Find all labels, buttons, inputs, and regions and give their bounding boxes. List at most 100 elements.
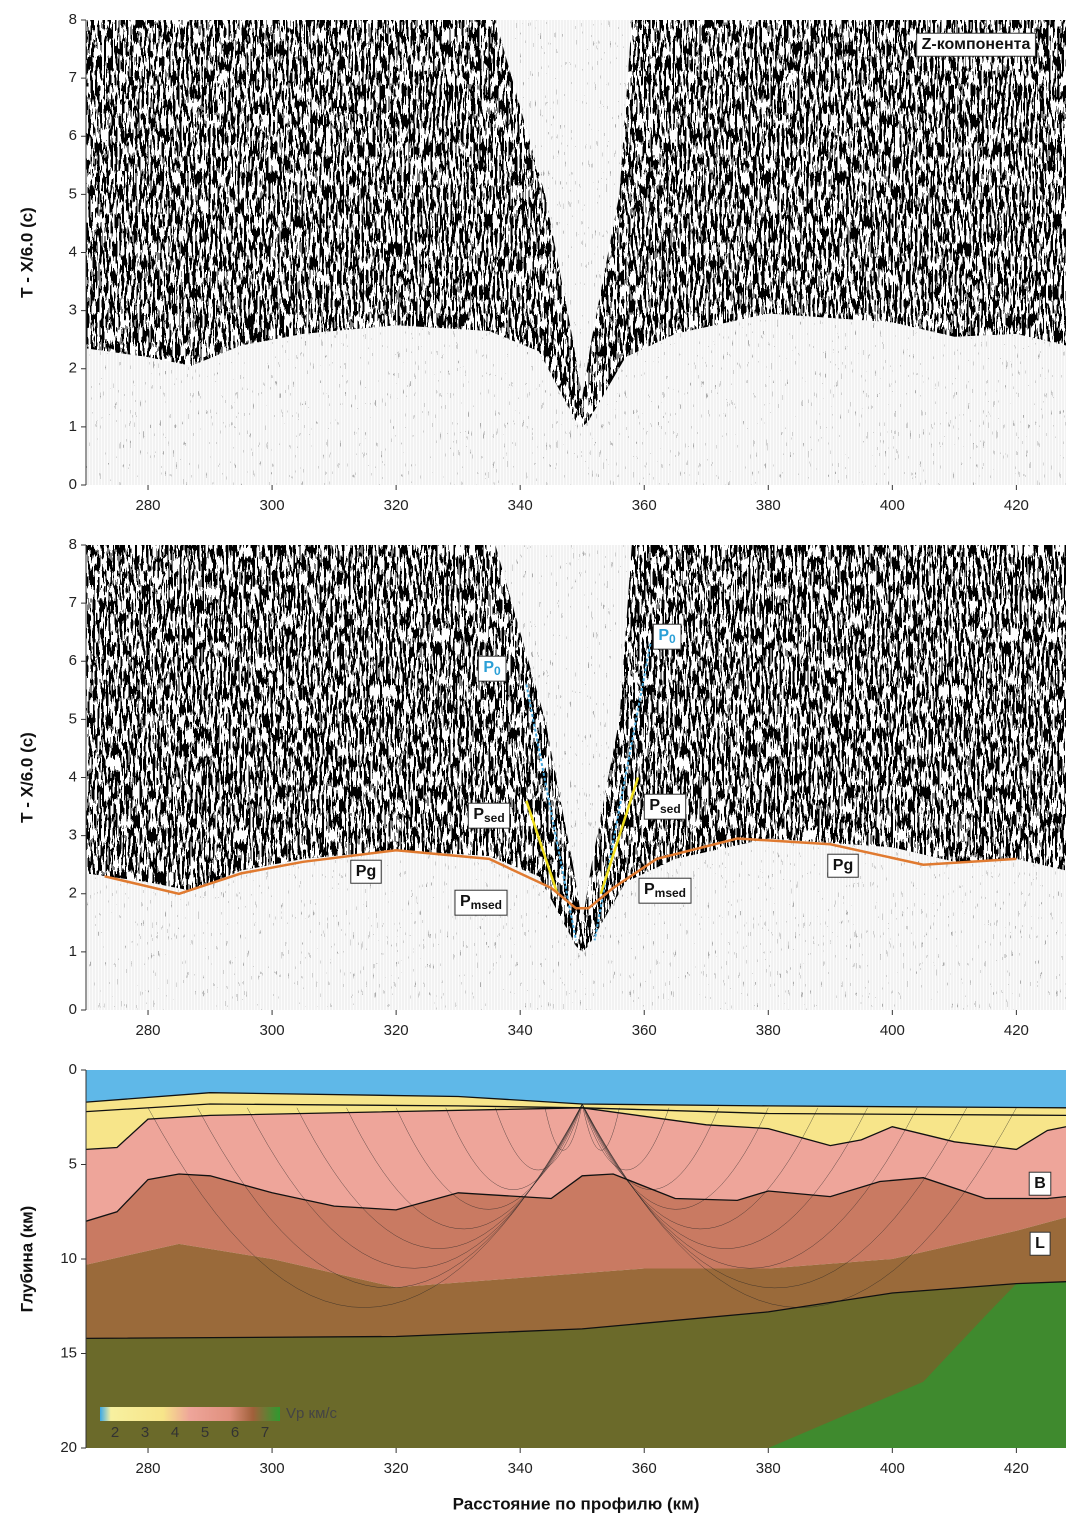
annotation-subscript: msed xyxy=(655,886,686,900)
annotation: Pg xyxy=(833,857,853,874)
annotation-box xyxy=(916,32,1036,57)
ray xyxy=(581,1103,819,1230)
y-tick-label: 7 xyxy=(69,69,77,86)
y-tick-label: 5 xyxy=(69,710,77,727)
annotation: Pmsed xyxy=(644,881,686,900)
ray xyxy=(147,1103,583,1308)
x-tick-label: 280 xyxy=(136,497,161,514)
annotation: Z-компонента xyxy=(922,36,1031,53)
psed-pick xyxy=(599,777,640,895)
annotation-box xyxy=(350,859,382,884)
annotation-box xyxy=(477,655,507,682)
annotation-text: Pg xyxy=(833,857,853,874)
x-tick-label: 300 xyxy=(260,497,285,514)
annotation-box xyxy=(827,853,859,878)
x-tick-label: 340 xyxy=(508,1022,533,1039)
p0-pick xyxy=(525,684,577,941)
y-tick-label: 1 xyxy=(69,943,77,960)
boundary xyxy=(86,1281,1066,1340)
x-tick-label: 360 xyxy=(632,497,657,514)
psed-pick xyxy=(525,800,559,895)
annotation-text: P xyxy=(649,797,660,814)
colorbar-tick-label: 4 xyxy=(171,1424,179,1441)
annotation-text: P xyxy=(460,893,471,910)
annotation: L xyxy=(1035,1235,1045,1252)
pg-pick xyxy=(104,837,1017,910)
y-tick-label: 6 xyxy=(69,652,77,669)
x-tick-label: 400 xyxy=(880,497,905,514)
annotation-box xyxy=(467,802,511,829)
plot-area xyxy=(86,545,1066,1010)
y-axis-label: T - X/6.0 (с) xyxy=(17,732,36,823)
colorbar-tick-label: 2 xyxy=(111,1424,119,1441)
layer xyxy=(86,1281,1066,1448)
layer xyxy=(768,1281,1066,1448)
colorbar-tick-label: 5 xyxy=(201,1424,209,1441)
y-tick-label: 20 xyxy=(60,1439,77,1456)
x-tick-label: 420 xyxy=(1004,497,1029,514)
y-tick-label: 7 xyxy=(69,594,77,611)
boundary xyxy=(86,1173,1066,1222)
y-tick-label: 8 xyxy=(69,11,77,28)
x-tick-label: 360 xyxy=(632,1460,657,1477)
x-tick-label: 400 xyxy=(880,1460,905,1477)
annotation: B xyxy=(1034,1175,1046,1192)
colorbar-tick-label: 3 xyxy=(141,1424,149,1441)
x-tick-label: 320 xyxy=(384,1022,409,1039)
y-tick-label: 3 xyxy=(69,827,77,844)
x-tick-label: 360 xyxy=(632,1022,657,1039)
y-tick-label: 5 xyxy=(69,1155,77,1172)
annotation-box xyxy=(1029,1231,1051,1256)
layer xyxy=(86,1070,1066,1108)
ray xyxy=(395,1103,583,1210)
x-tick-label: 300 xyxy=(260,1022,285,1039)
ray xyxy=(581,1103,769,1210)
annotation-text: B xyxy=(1034,1175,1046,1192)
x-tick-label: 280 xyxy=(136,1460,161,1477)
y-tick-label: 6 xyxy=(69,127,77,144)
y-tick-label: 2 xyxy=(69,885,77,902)
annotation: Psed xyxy=(473,806,504,825)
annotation: P0 xyxy=(658,627,676,646)
y-tick-label: 0 xyxy=(69,476,77,493)
annotation-text: Pg xyxy=(356,863,376,880)
p0-pick xyxy=(593,643,652,941)
y-tick-label: 1 xyxy=(69,418,77,435)
annotation-box xyxy=(638,877,692,904)
annotation-box xyxy=(652,623,682,650)
annotation-box xyxy=(643,793,687,820)
annotation-text: P xyxy=(483,659,494,676)
annotation: Pmsed xyxy=(460,893,502,912)
y-axis-label: Глубина (км) xyxy=(17,1206,36,1313)
annotation: Psed xyxy=(649,797,680,816)
boundary xyxy=(86,1103,1066,1117)
y-tick-label: 5 xyxy=(69,185,77,202)
colorbar xyxy=(100,1407,280,1421)
y-tick-label: 3 xyxy=(69,302,77,319)
x-tick-label: 280 xyxy=(136,1022,161,1039)
y-tick-label: 10 xyxy=(60,1250,77,1267)
x-tick-label: 320 xyxy=(384,1460,409,1477)
annotation: P0 xyxy=(483,659,501,678)
x-tick-label: 380 xyxy=(756,1022,781,1039)
x-tick-label: 340 xyxy=(508,1460,533,1477)
y-tick-label: 0 xyxy=(69,1061,77,1078)
y-tick-label: 4 xyxy=(69,243,77,260)
x-tick-label: 380 xyxy=(756,1460,781,1477)
annotation-subscript: sed xyxy=(660,802,681,816)
plot-area xyxy=(86,1070,1066,1448)
annotation: Pg xyxy=(356,863,376,880)
plot-area xyxy=(86,20,1066,485)
layer xyxy=(86,1217,1066,1339)
x-tick-label: 400 xyxy=(880,1022,905,1039)
y-tick-label: 2 xyxy=(69,360,77,377)
x-axis-label: Расстояние по профилю (км) xyxy=(453,1494,700,1513)
layer xyxy=(86,1107,1066,1222)
ray xyxy=(346,1103,583,1230)
x-tick-label: 420 xyxy=(1004,1022,1029,1039)
ray xyxy=(581,1103,620,1151)
y-tick-label: 15 xyxy=(60,1344,77,1361)
y-tick-label: 0 xyxy=(69,1001,77,1018)
x-tick-label: 380 xyxy=(756,497,781,514)
